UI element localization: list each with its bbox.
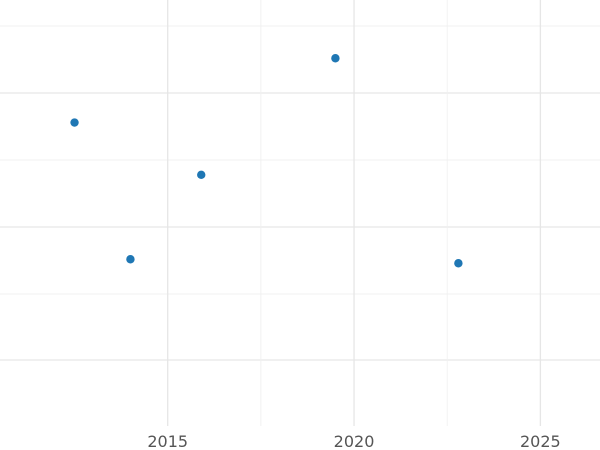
- x-tick-label: 2020: [334, 432, 375, 450]
- data-points: [70, 54, 463, 268]
- grid-lines: [0, 0, 600, 426]
- data-point: [70, 118, 79, 127]
- x-tick-label: 2015: [147, 432, 188, 450]
- data-point: [197, 170, 206, 180]
- data-point: [454, 259, 463, 268]
- data-point: [331, 54, 340, 63]
- x-tick-labels: 2015 2020 2025: [147, 432, 560, 450]
- data-point: [126, 255, 135, 264]
- x-tick-label: 2025: [520, 432, 561, 450]
